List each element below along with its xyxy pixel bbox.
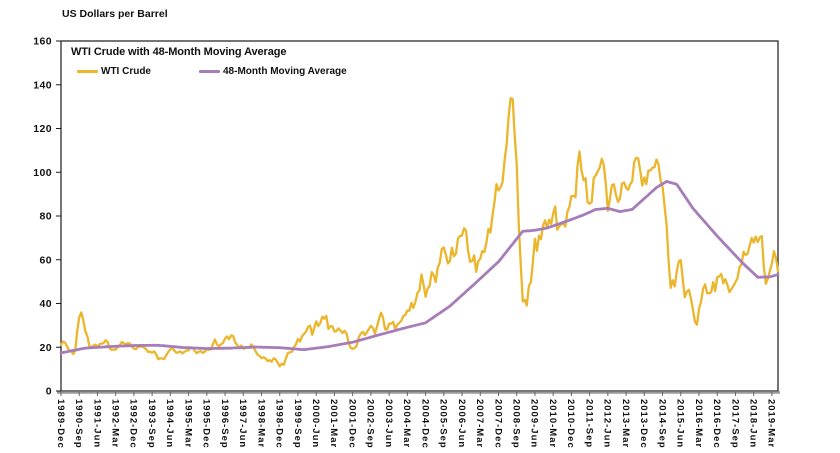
- x-tick-label: 2015-Jun: [675, 399, 686, 448]
- plot-border: [60, 40, 779, 392]
- x-tick-label: 2007-Dec: [492, 399, 503, 449]
- x-tick-label: 2010-Dec: [565, 399, 576, 449]
- x-tick-label: 2004-Dec: [419, 399, 430, 449]
- x-tick-label: 2001-Mar: [328, 399, 339, 448]
- x-tick-label: 2018-Jun: [747, 399, 758, 448]
- x-tick-label: 1999-Sep: [292, 399, 303, 449]
- x-tick-label: 2016-Dec: [711, 399, 722, 449]
- x-tick-label: 1993-Sep: [146, 399, 157, 449]
- x-tick-label: 1998-Dec: [274, 399, 285, 449]
- y-tick-label: 60: [40, 254, 52, 266]
- x-tick-label: 2008-Sep: [511, 399, 522, 449]
- y-axis-units-label: US Dollars per Barrel: [62, 8, 168, 20]
- x-tick-label: 2005-Sep: [438, 399, 449, 449]
- x-tick-label: 2009-Jun: [529, 399, 540, 448]
- x-tick-label: 2013-Mar: [620, 399, 631, 448]
- x-tick-label: 2013-Dec: [638, 399, 649, 449]
- x-tick-label: 1997-Jun: [237, 399, 248, 448]
- moving-average-legend-swatch-icon: [199, 70, 220, 73]
- y-tick-label: 120: [33, 123, 52, 135]
- x-tick-label: 2001-Dec: [346, 399, 357, 449]
- wti-crude-line: [59, 96, 780, 368]
- x-tick-label: 2010-Mar: [547, 399, 558, 448]
- x-tick-label: 2011-Sep: [583, 399, 594, 448]
- y-tick-label: 0: [46, 386, 52, 398]
- x-tick-label: 1995-Mar: [182, 399, 193, 448]
- y-tick-label: 20: [40, 342, 52, 354]
- x-tick-label: 2002-Sep: [365, 399, 376, 449]
- x-tick-label: 2003-Jun: [383, 399, 394, 448]
- x-tick-label: 2019-Mar: [766, 399, 777, 448]
- chart-title: WTI Crude with 48-Month Moving Average: [71, 46, 287, 58]
- x-tick-label: 1996-Sep: [219, 399, 230, 449]
- y-tick-label: 160: [33, 36, 52, 48]
- x-tick-label: 2000-Jun: [310, 399, 321, 448]
- y-tick-label: 40: [40, 298, 52, 310]
- x-tick-label: 2016-Mar: [693, 399, 704, 448]
- x-tick-label: 1998-Mar: [255, 399, 266, 448]
- x-tick-label: 1991-Jun: [91, 399, 102, 448]
- y-tick-label: 140: [33, 79, 52, 91]
- moving-average-legend-label: 48-Month Moving Average: [223, 66, 347, 77]
- x-tick-label: 2014-Sep: [656, 399, 667, 449]
- x-tick-label: 2017-Sep: [729, 399, 740, 449]
- wti-crude-legend-label: WTI Crude: [101, 66, 151, 77]
- y-axis-ticks: 0 20 40 60 80 100 120 140 160: [33, 36, 61, 398]
- x-tick-label: 1990-Sep: [73, 399, 84, 449]
- x-axis-ticks: 1989-Dec 1990-Sep 1991-Jun 1992-Mar 1992-Dec…: [55, 392, 777, 449]
- x-tick-label: 1989-Dec: [55, 399, 66, 449]
- y-tick-label: 100: [33, 167, 52, 179]
- x-tick-label: 1992-Dec: [128, 399, 139, 449]
- moving-average-line: [59, 180, 780, 355]
- x-tick-label: 2004-Mar: [401, 399, 412, 448]
- x-tick-label: 1995-Dec: [201, 399, 212, 449]
- x-tick-label: 2007-Mar: [474, 399, 485, 448]
- x-tick-label: 1994-Jun: [164, 399, 175, 448]
- x-tick-label: 1992-Mar: [109, 399, 120, 448]
- x-tick-label: 2012-Jun: [602, 399, 613, 448]
- x-tick-label: 2006-Jun: [456, 399, 467, 448]
- chart-legend: WTI Crude 48-Month Moving Average: [77, 66, 347, 77]
- y-tick-label: 80: [40, 211, 52, 223]
- wti-crude-legend-swatch-icon: [77, 70, 98, 73]
